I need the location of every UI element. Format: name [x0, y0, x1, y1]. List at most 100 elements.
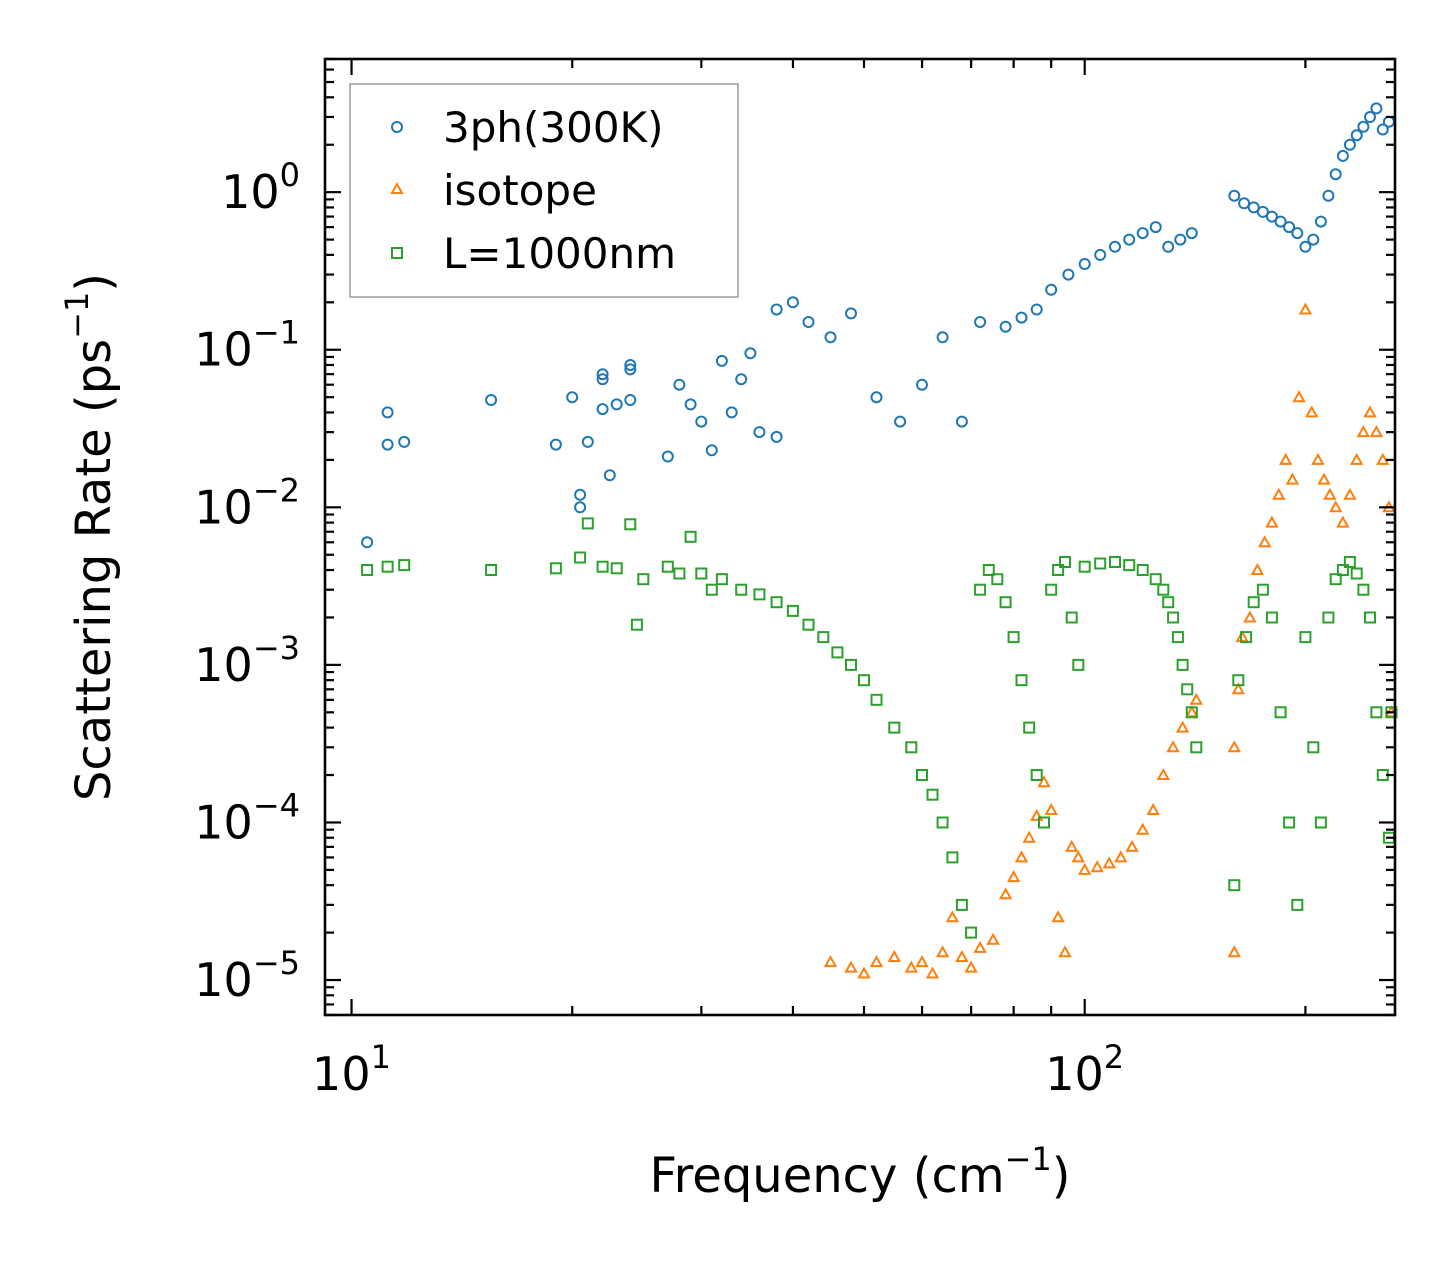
- point-square: [1123, 559, 1136, 572]
- point-circle: [770, 430, 783, 443]
- point-triangle: [1175, 720, 1190, 733]
- point-circle: [1376, 123, 1389, 136]
- legend-label-isotope: isotope: [443, 166, 597, 215]
- point-triangle: [1058, 945, 1072, 958]
- point-square: [1136, 564, 1149, 576]
- point-circle: [574, 488, 587, 501]
- x-tick-labels: 101 102: [312, 1038, 1124, 1101]
- point-triangle: [1227, 945, 1241, 958]
- legend-label-l1000nm: L=1000nm: [443, 229, 676, 278]
- point-square: [916, 769, 928, 781]
- point-circle: [845, 307, 857, 320]
- point-square: [1038, 816, 1050, 829]
- point-triangle: [1298, 302, 1313, 315]
- y-tick-label: 10−5: [194, 944, 300, 1007]
- point-circle: [661, 450, 674, 463]
- point-triangle: [1323, 487, 1337, 500]
- point-circle: [1030, 303, 1043, 316]
- point-square: [1176, 658, 1189, 671]
- point-circle: [381, 438, 394, 451]
- point-square: [1314, 816, 1327, 829]
- point-circle: [786, 296, 799, 309]
- point-triangle: [1125, 839, 1139, 852]
- point-square: [574, 551, 587, 564]
- point-triangle: [1285, 472, 1300, 485]
- point-circle: [1185, 227, 1198, 240]
- legend-label-3ph: 3ph(300K): [443, 103, 663, 152]
- point-square: [1045, 583, 1058, 596]
- point-square: [955, 898, 968, 911]
- point-circle: [381, 406, 394, 419]
- point-square: [1307, 741, 1320, 754]
- point-triangle: [1292, 390, 1306, 403]
- point-square: [361, 564, 374, 576]
- point-square: [695, 567, 708, 580]
- point-square: [870, 693, 883, 706]
- point-circle: [705, 444, 718, 457]
- point-circle: [753, 426, 766, 439]
- point-triangle: [1258, 535, 1272, 548]
- point-circle: [624, 359, 637, 371]
- point-triangle: [1189, 692, 1203, 705]
- point-square: [1232, 674, 1245, 687]
- y-axis-label-end: ): [66, 273, 122, 292]
- point-triangle: [1078, 862, 1092, 875]
- point-circle: [1162, 240, 1175, 253]
- point-circle: [1314, 215, 1327, 228]
- point-circle: [744, 347, 757, 360]
- point-circle: [1307, 233, 1320, 246]
- point-circle: [999, 320, 1012, 333]
- point-square: [661, 560, 674, 573]
- point-circle: [1136, 227, 1149, 240]
- point-square: [1274, 706, 1287, 719]
- point-square: [974, 583, 987, 596]
- point-square: [1052, 564, 1065, 576]
- point-square: [1247, 596, 1260, 609]
- point-triangle: [1037, 775, 1051, 788]
- point-square: [1329, 573, 1342, 586]
- plot-frame: [323, 57, 1397, 1017]
- point-triangle: [1243, 610, 1257, 623]
- point-circle: [1256, 205, 1269, 218]
- point-triangle: [955, 949, 969, 962]
- point-triangle: [1090, 860, 1104, 873]
- point-circle: [1299, 240, 1312, 253]
- point-triangle: [1146, 802, 1160, 815]
- point-square: [1370, 706, 1383, 719]
- point-triangle: [915, 955, 929, 968]
- point-circle: [398, 435, 411, 448]
- y-axis-label-main: Scattering Rate (ps: [66, 339, 122, 801]
- point-triangle: [1065, 839, 1079, 852]
- point-triangle: [1044, 802, 1058, 815]
- legend-box: [349, 83, 739, 298]
- point-circle: [624, 394, 637, 406]
- point-square: [1162, 596, 1175, 609]
- point-square: [1094, 557, 1107, 570]
- legend-marker-triangle: [390, 181, 404, 194]
- point-triangle: [1336, 515, 1350, 528]
- point-triangle: [844, 960, 858, 973]
- point-circle: [549, 438, 562, 451]
- point-square: [381, 560, 394, 573]
- point-square: [845, 658, 857, 671]
- point-triangle: [904, 960, 918, 973]
- point-triangle: [1136, 822, 1150, 835]
- point-triangle: [1250, 562, 1265, 575]
- point-circle: [715, 354, 728, 367]
- point-square: [999, 596, 1012, 609]
- x-tick-label: 101: [312, 1038, 391, 1101]
- point-circle: [596, 373, 609, 386]
- point-circle: [1015, 311, 1028, 324]
- point-square: [1350, 567, 1363, 580]
- point-circle: [936, 331, 949, 344]
- point-triangle: [1356, 425, 1371, 438]
- point-square: [802, 618, 815, 631]
- point-circle: [566, 391, 579, 404]
- x-axis-label-main: Frequency (cm: [649, 1148, 1004, 1204]
- point-circle: [684, 398, 697, 411]
- legend: 3ph(300K) isotope L=1000nm: [349, 83, 739, 298]
- point-square: [946, 851, 959, 864]
- point-square: [596, 560, 609, 573]
- point-triangle: [857, 966, 871, 979]
- point-square: [1059, 556, 1071, 568]
